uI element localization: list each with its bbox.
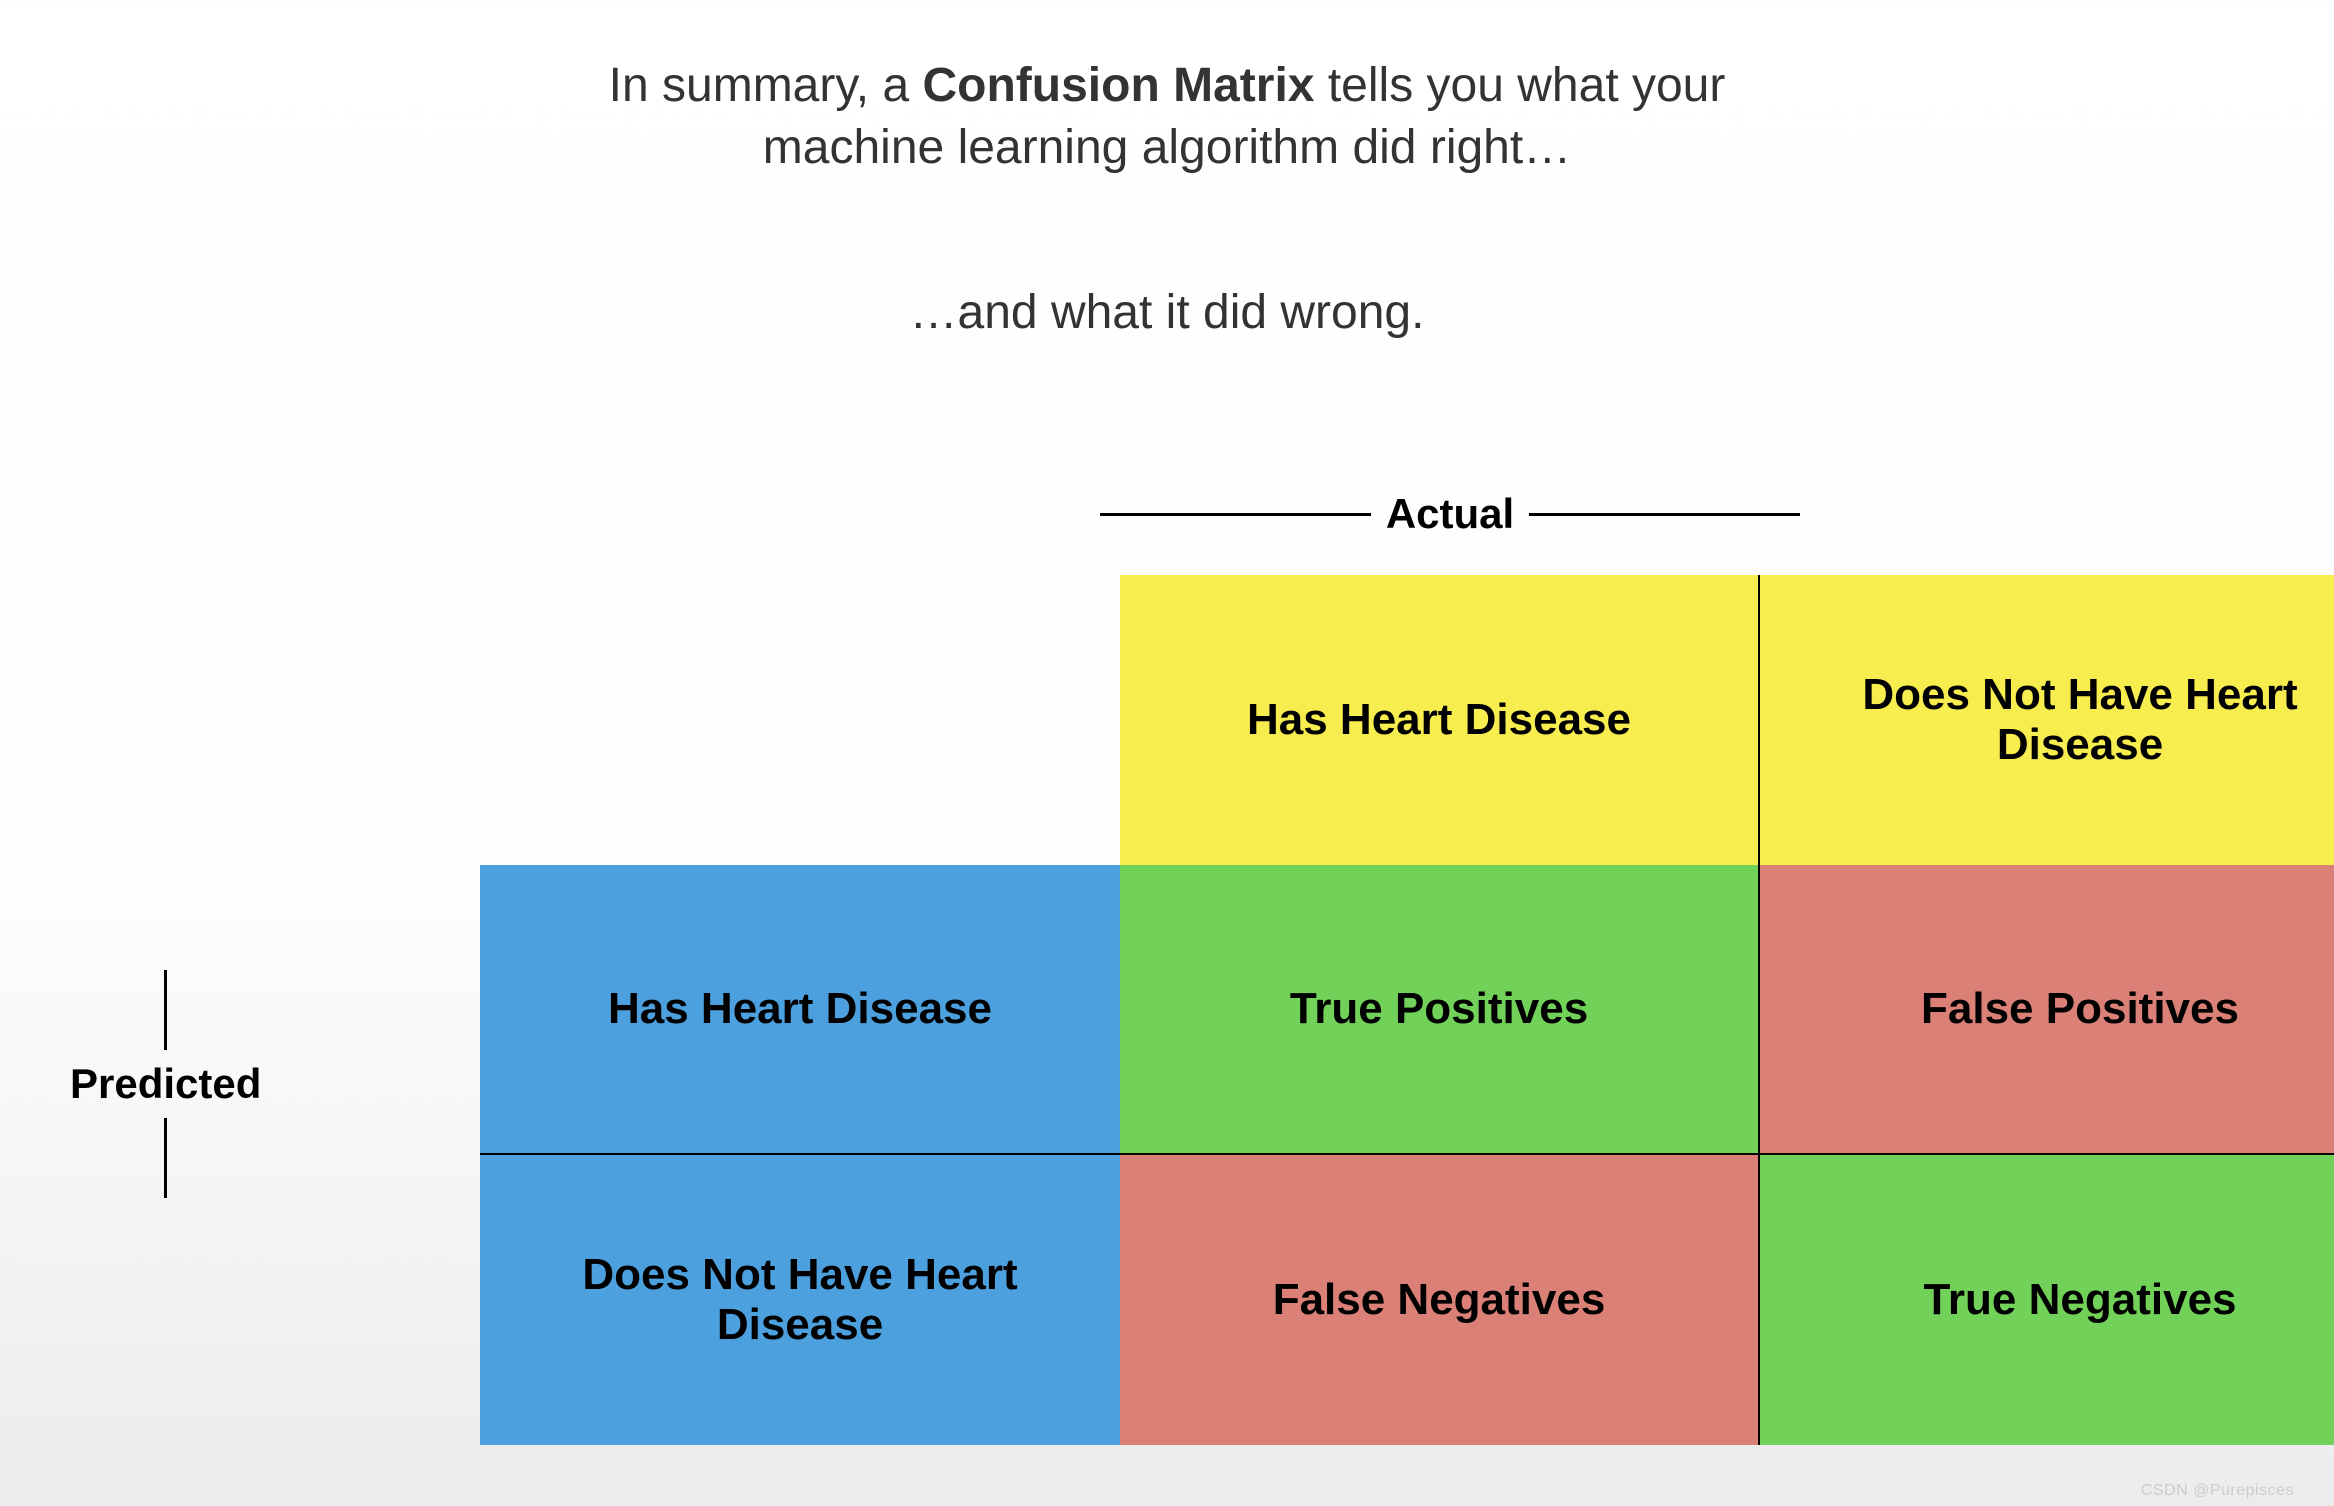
cell-true-positives: True Positives	[1120, 865, 1760, 1155]
row-header-1: Has Heart Disease	[480, 865, 1120, 1155]
matrix-grid: Has Heart Disease Does Not Have Heart Di…	[480, 575, 2334, 1445]
row-header-2: Does Not Have Heart Disease	[480, 1155, 1120, 1445]
summary-line1-suffix: tells you what your	[1315, 59, 1726, 112]
cell-false-positives: False Positives	[1760, 865, 2334, 1155]
summary-subtext: …and what it did wrong.	[0, 285, 2334, 340]
cell-false-negatives: False Negatives	[1120, 1155, 1760, 1445]
summary-line2: machine learning algorithm did right…	[763, 121, 1571, 174]
col-header-2: Does Not Have Heart Disease	[1760, 575, 2334, 865]
actual-line-right	[1529, 513, 1800, 516]
cell-empty	[480, 575, 1120, 865]
summary-text: In summary, a Confusion Matrix tells you…	[0, 55, 2334, 180]
predicted-line-top	[164, 970, 167, 1050]
col-header-1: Has Heart Disease	[1120, 575, 1760, 865]
predicted-line-bottom	[164, 1118, 167, 1198]
actual-line-left	[1100, 513, 1371, 516]
summary-line1-bold: Confusion Matrix	[923, 59, 1315, 112]
actual-label-text: Actual	[1371, 490, 1529, 538]
predicted-label-text: Predicted	[70, 1050, 261, 1118]
summary-line1-prefix: In summary, a	[609, 59, 923, 112]
watermark: CSDN @Purepisces	[2141, 1482, 2294, 1500]
predicted-axis-label: Predicted	[70, 970, 261, 1198]
actual-axis-label: Actual	[1100, 490, 1800, 538]
cell-true-negatives: True Negatives	[1760, 1155, 2334, 1445]
